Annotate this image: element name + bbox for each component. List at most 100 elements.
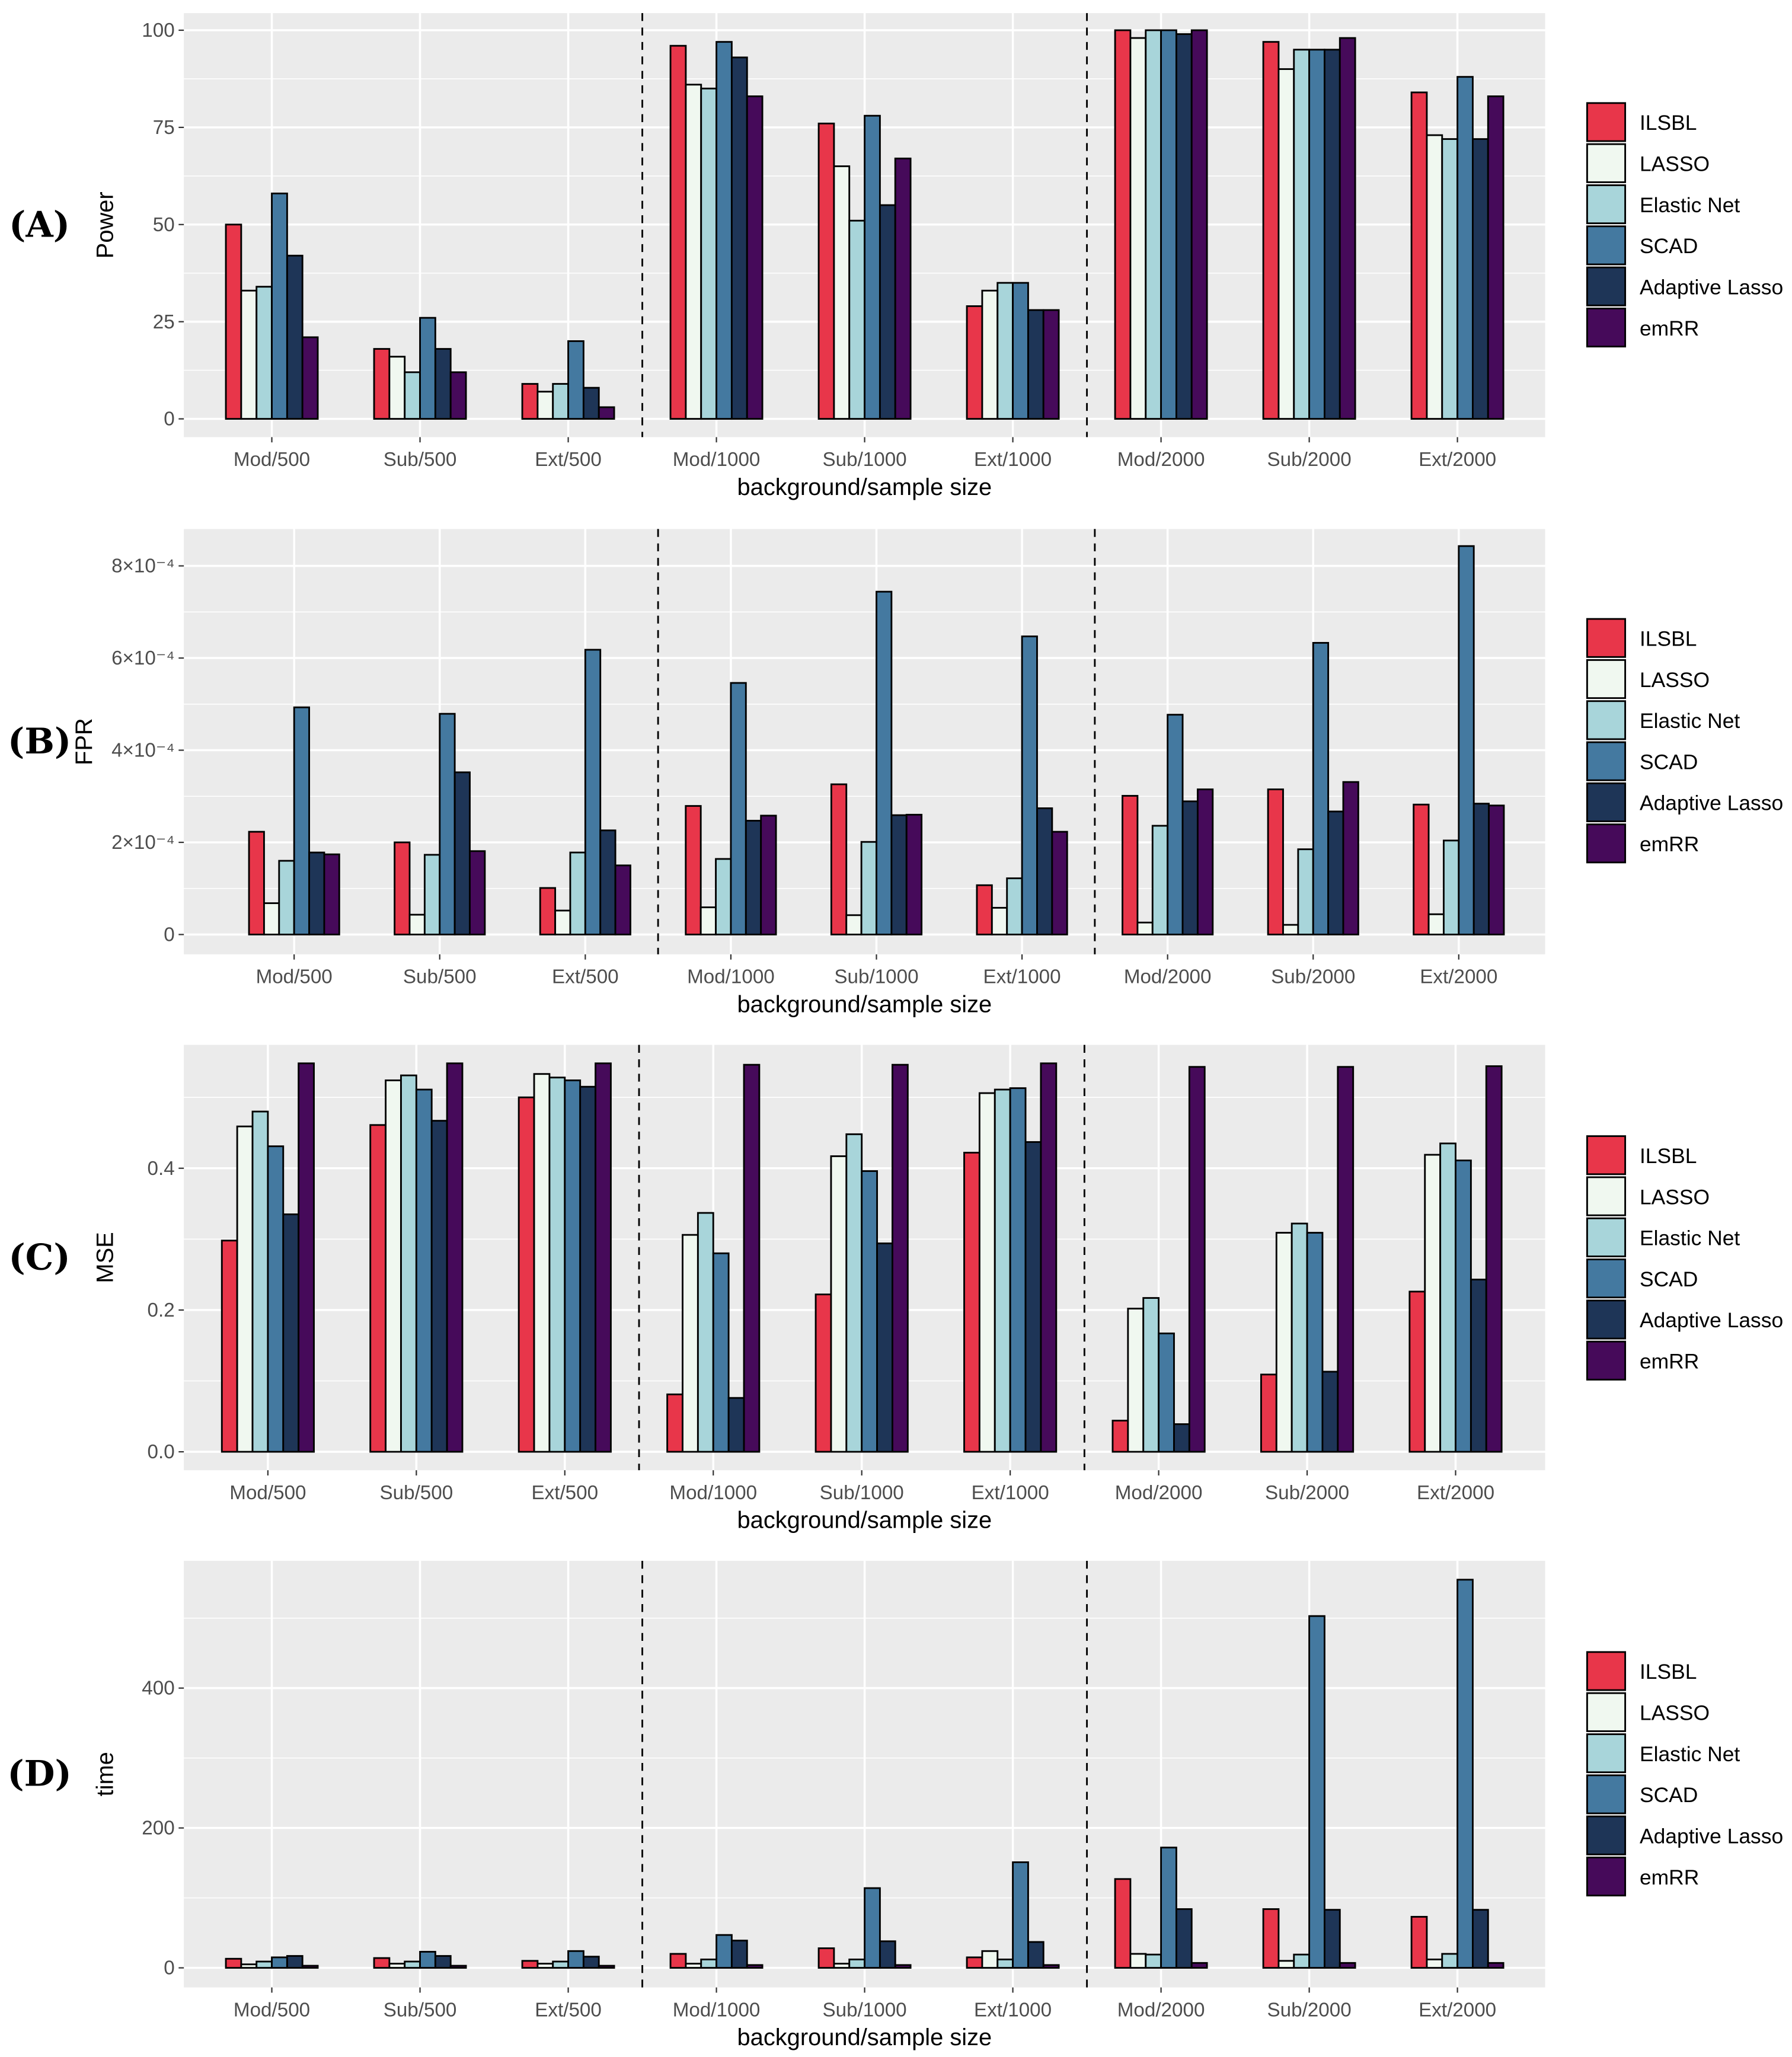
x-tick-label: Ext/500 (535, 449, 602, 471)
bar-elastic-net (278, 860, 295, 935)
x-tick-label: Sub/1000 (822, 1999, 906, 2021)
bar-scad (419, 1951, 436, 1969)
x-tick-label: Mod/2000 (1124, 966, 1212, 988)
bar-lasso (685, 84, 702, 420)
bar-scad (271, 192, 288, 420)
bar-adaptive-lasso (1024, 1141, 1042, 1453)
bar-elastic-net (1142, 1297, 1160, 1453)
legend-label: emRR (1640, 1866, 1699, 1889)
bar-emrr (905, 813, 923, 935)
legend: ILSBL LASSO Elastic Net SCAD Adaptive Lasso e… (1586, 102, 1783, 348)
legend-label: Elastic Net (1640, 1742, 1740, 1766)
legend-key (1586, 1217, 1627, 1257)
bar-elastic-net (1441, 138, 1459, 420)
bar-adaptive-lasso (430, 1120, 448, 1453)
bar-elastic-net (1291, 1222, 1308, 1453)
x-tick-label: Sub/2000 (1271, 966, 1355, 988)
bar-elastic-net (700, 87, 718, 420)
bar-ilsbl (1114, 1878, 1132, 1969)
y-tick-label: 4×10⁻⁴ (111, 740, 175, 762)
y-tick-label: 100 (142, 20, 174, 41)
bar-emrr (469, 850, 486, 935)
legend-label: Elastic Net (1640, 709, 1740, 733)
x-tick-label: Ext/2000 (1419, 449, 1496, 471)
legend-label: ILSBL (1640, 1660, 1697, 1684)
bar-adaptive-lasso (599, 829, 617, 935)
bar-elastic-net (251, 1110, 269, 1453)
bar-emrr (449, 371, 467, 420)
legend-key (1586, 1259, 1627, 1299)
x-tick-label: Ext/1000 (972, 1482, 1049, 1504)
legend-label: Adaptive Lasso (1640, 1824, 1783, 1848)
legend-label: ILSBL (1640, 1144, 1697, 1168)
legend-label: SCAD (1640, 234, 1698, 258)
bar-adaptive-lasso (453, 771, 471, 935)
bar-lasso (682, 1234, 699, 1453)
bar-scad (1012, 282, 1029, 420)
bar-adaptive-lasso (1470, 1279, 1487, 1453)
bar-elastic-net (1145, 29, 1162, 420)
bar-ilsbl (966, 305, 983, 420)
bar-lasso (1282, 924, 1299, 935)
bar-scad (1312, 641, 1330, 935)
bar-emrr (1487, 95, 1504, 420)
legend-key (1586, 1340, 1627, 1381)
bar-ilsbl (1111, 1420, 1129, 1453)
bar-adaptive-lasso (1027, 309, 1044, 420)
bar-emrr (746, 1964, 764, 1969)
legend-key (1586, 1856, 1627, 1897)
bar-lasso (240, 1963, 258, 1969)
x-tick-label: Sub/2000 (1267, 449, 1352, 471)
bar-ilsbl (966, 1956, 983, 1969)
bar-elastic-net (996, 1959, 1014, 1969)
bar-elastic-net (1441, 1953, 1459, 1969)
bar-emrr (323, 853, 340, 935)
legend-key (1586, 1733, 1627, 1774)
bar-lasso (1129, 37, 1147, 420)
bar-ilsbl (1262, 41, 1280, 420)
bar-adaptive-lasso (434, 1955, 452, 1969)
legend-label: emRR (1640, 832, 1699, 856)
bar-scad (1158, 1332, 1175, 1453)
legend-key (1586, 1299, 1627, 1340)
x-tick-label: Sub/500 (384, 1999, 457, 2021)
bar-emrr (1190, 1962, 1208, 1969)
x-tick-label: Ext/2000 (1417, 1482, 1494, 1504)
bar-adaptive-lasso (1472, 803, 1490, 935)
bar-scad (564, 1079, 582, 1453)
x-tick-label: Ext/2000 (1420, 966, 1497, 988)
bar-adaptive-lasso (1472, 138, 1489, 420)
bar-elastic-net (848, 1959, 866, 1969)
bar-emrr (1342, 781, 1359, 935)
y-tick-label: 0.4 (148, 1158, 175, 1180)
bar-lasso (240, 289, 258, 420)
x-tick-label: Ext/500 (531, 1482, 598, 1504)
bar-lasso (699, 906, 717, 935)
legend-label: LASSO (1640, 1185, 1710, 1209)
bar-adaptive-lasso (434, 348, 452, 420)
bar-lasso (1424, 1154, 1442, 1453)
bar-emrr (1040, 1062, 1058, 1453)
panel-b: 0 2×10⁻⁴ 4×10⁻⁴ 6×10⁻⁴ 8×10⁻⁴ Mod/500 Sub/500 E… (8, 529, 1783, 1017)
bar-lasso (978, 1092, 996, 1453)
bar-adaptive-lasso (876, 1242, 893, 1453)
bar-adaptive-lasso (282, 1213, 300, 1453)
bar-adaptive-lasso (1323, 1909, 1341, 1969)
bar-scad (1458, 545, 1475, 935)
bar-emrr (1188, 1066, 1206, 1453)
legend-key (1586, 823, 1627, 864)
legend-key (1586, 1774, 1627, 1815)
y-axis-title: time (92, 1752, 119, 1796)
bar-lasso (1277, 68, 1295, 420)
bar-lasso (685, 1963, 702, 1969)
x-tick-label: Sub/1000 (822, 449, 906, 471)
bar-lasso (1427, 913, 1445, 935)
x-tick-label: Mod/500 (229, 1482, 306, 1504)
bar-emrr (301, 336, 319, 420)
legend-key (1586, 700, 1627, 740)
bar-lasso (1426, 1959, 1443, 1969)
y-axis-title: FPR (71, 718, 97, 765)
panel-a: 0 25 50 75 100 Mod/500 Sub/500 Ext/500 Mod/1000 S… (9, 13, 1783, 500)
y-tick-label: 6×10⁻⁴ (111, 647, 175, 669)
panel-label: (D) (7, 1753, 71, 1795)
